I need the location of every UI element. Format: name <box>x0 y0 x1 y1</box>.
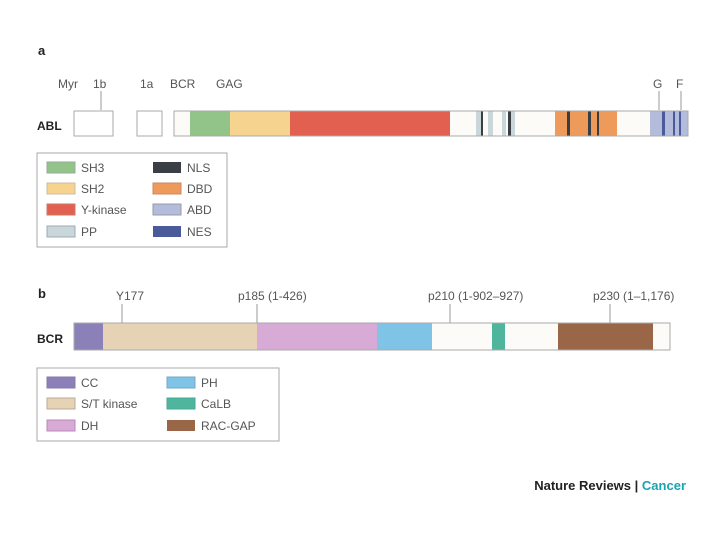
legend-swatch-nes <box>153 226 181 237</box>
legend-swatch-ph <box>166 376 196 389</box>
legend-swatch-sh2 <box>46 182 76 195</box>
abl-legend: SH3 SH2 Y-kinase PP NLS DBD ABD NES <box>36 152 228 248</box>
legend-label-dh: DH <box>81 419 98 433</box>
abl-label-leaders <box>100 91 682 110</box>
bcr-calb-domain <box>492 323 505 350</box>
abl-nes-3 <box>679 111 681 136</box>
bcr-legend: CC S/T kinase DH PH CaLB RAC-GAP <box>36 367 280 442</box>
credit-journal: Nature Reviews <box>534 478 632 493</box>
bcr-annotation-p185: p185 (1-426) <box>238 289 307 303</box>
legend-swatch-abd <box>152 203 182 216</box>
legend-swatch-racgap <box>167 420 195 431</box>
exon-label-myr: Myr <box>58 77 78 91</box>
exon-label-bcr: BCR <box>170 77 196 91</box>
abl-protein-bar <box>173 110 689 137</box>
abl-sh3-domain <box>190 111 230 136</box>
abl-dbd-domain <box>555 111 617 136</box>
legend-swatch-ykinase <box>46 203 76 216</box>
legend-swatch-sh3 <box>46 161 76 174</box>
exon-label-1b: 1b <box>93 77 107 91</box>
legend-swatch-dh <box>46 419 76 432</box>
abl-pp-2 <box>488 111 493 136</box>
legend-swatch-calb <box>166 397 196 410</box>
abl-nes-1 <box>662 111 665 136</box>
bcr-racgap-domain <box>558 323 653 350</box>
legend-label-nls: NLS <box>187 161 210 175</box>
abl-gene-label: ABL <box>37 119 62 133</box>
abl-exon-1b-box <box>73 110 114 137</box>
abl-nls-2 <box>508 111 511 136</box>
legend-swatch-nls <box>153 162 181 173</box>
legend-label-pp: PP <box>81 225 97 239</box>
legend-label-ykinase: Y-kinase <box>81 203 127 217</box>
legend-swatch-dbd <box>152 182 182 195</box>
abl-nls-5 <box>597 111 599 136</box>
bcr-st-kinase-domain <box>103 323 257 350</box>
legend-label-ph: PH <box>201 376 218 390</box>
bcr-bar-outline <box>73 322 671 351</box>
bcr-ph-domain <box>377 323 432 350</box>
legend-label-sh3: SH3 <box>81 161 105 175</box>
bcr-annotations: Y177 p185 (1-426) p210 (1-902–927) p230 … <box>116 289 674 303</box>
abl-exon-labels: Myr 1b 1a BCR GAG G F <box>58 77 683 91</box>
exon-label-f: F <box>676 77 683 91</box>
bcr-annotation-y177: Y177 <box>116 289 144 303</box>
abl-sh2-domain <box>230 111 290 136</box>
bcr-annotation-p230: p230 (1–1,176) <box>593 289 674 303</box>
legend-label-st-kinase: S/T kinase <box>81 397 138 411</box>
abl-kinase-domain <box>290 111 450 136</box>
bcr-legend-box <box>36 367 280 442</box>
legend-swatch-cc <box>46 376 76 389</box>
legend-label-nes: NES <box>187 225 212 239</box>
panel-b-letter: b <box>38 286 46 301</box>
credit-section: Cancer <box>641 478 686 493</box>
legend-swatch-pp <box>46 225 76 238</box>
bcr-gene-label: BCR <box>37 332 63 346</box>
bcr-protein-bar <box>73 322 671 351</box>
journal-credit: Nature Reviews | Cancer <box>534 478 686 493</box>
legend-label-dbd: DBD <box>187 182 213 196</box>
bcr-dh-domain <box>257 323 377 350</box>
panel-a-letter: a <box>38 43 46 58</box>
abl-pp-3 <box>502 111 506 136</box>
legend-label-cc: CC <box>81 376 99 390</box>
exon-label-1a: 1a <box>140 77 154 91</box>
abl-pp-4 <box>511 111 515 136</box>
exon-label-g: G <box>653 77 662 91</box>
abl-nls-4 <box>588 111 591 136</box>
credit-separator: | <box>634 478 639 493</box>
legend-swatch-st-kinase <box>46 397 76 410</box>
abl-nes-2 <box>673 111 675 136</box>
bcr-annotation-p210: p210 (1-902–927) <box>428 289 523 303</box>
abl-nls-3 <box>567 111 570 136</box>
abl-abd-domain <box>650 111 688 136</box>
legend-label-calb: CaLB <box>201 397 231 411</box>
abl-pp-1 <box>476 111 481 136</box>
abl-exon-1a-box <box>136 110 163 137</box>
legend-label-racgap: RAC-GAP <box>201 419 256 433</box>
exon-label-gag: GAG <box>216 77 243 91</box>
legend-label-abd: ABD <box>187 203 212 217</box>
legend-label-sh2: SH2 <box>81 182 105 196</box>
bcr-cc-domain <box>74 323 103 350</box>
abl-nls-1 <box>481 111 483 136</box>
